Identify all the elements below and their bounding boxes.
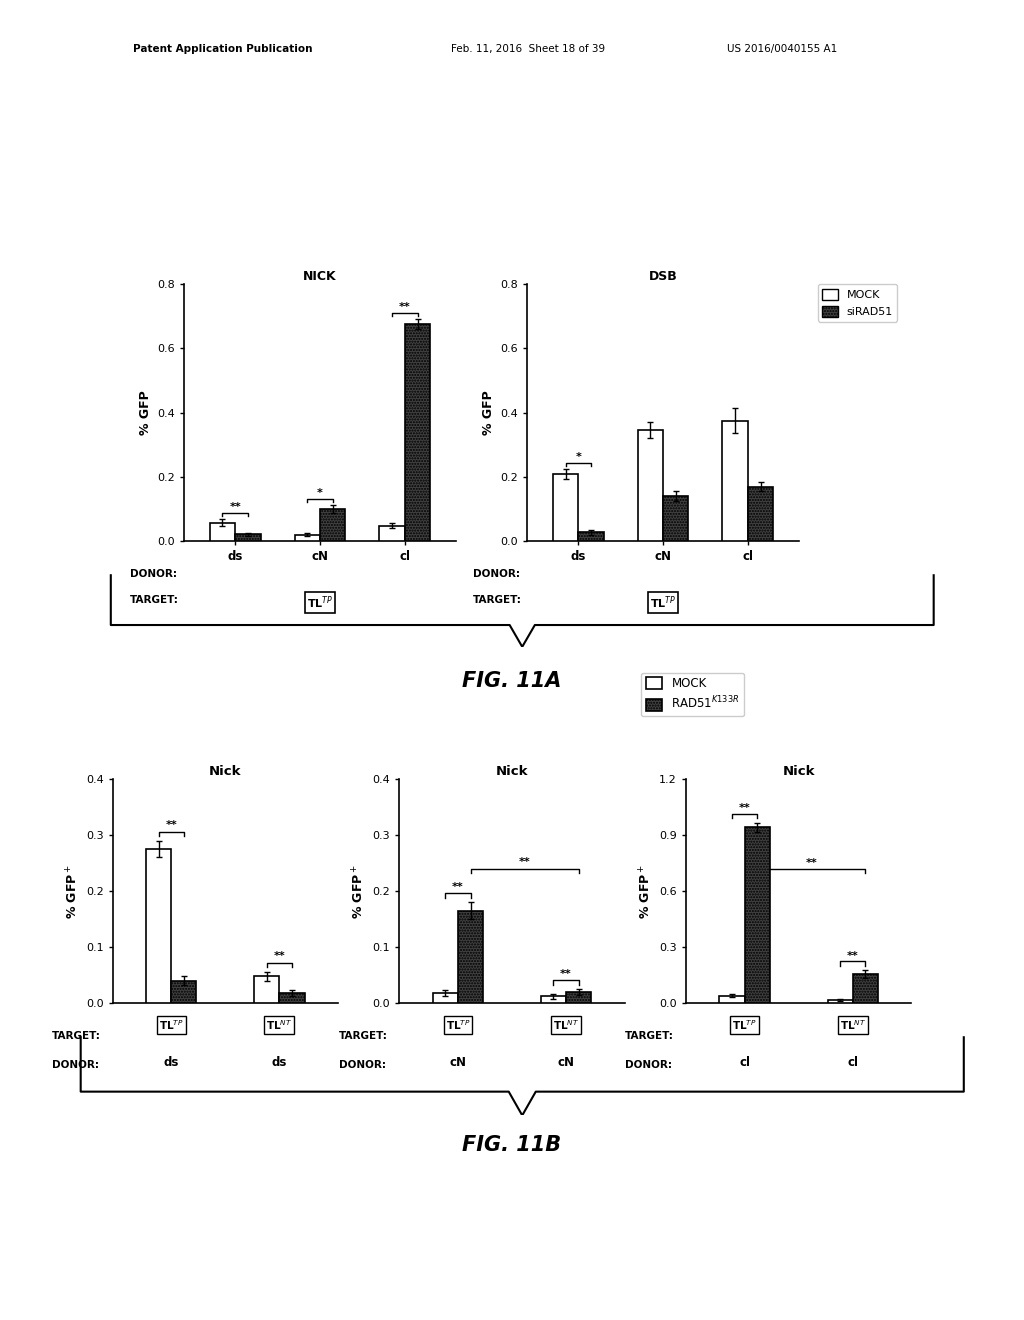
Bar [541, 997, 566, 1003]
Text: cN: cN [450, 1056, 467, 1069]
Text: cl: cl [847, 1056, 858, 1069]
Bar [827, 1001, 853, 1003]
Text: **: ** [452, 882, 464, 891]
Text: **: ** [273, 952, 286, 961]
Text: **: ** [165, 820, 177, 830]
Title: NICK: NICK [303, 269, 337, 282]
Bar [295, 535, 319, 541]
Text: cl: cl [739, 1056, 751, 1069]
Text: TL$^{TP}$: TL$^{TP}$ [307, 595, 333, 611]
Y-axis label: % GFP$^+$: % GFP$^+$ [638, 863, 653, 919]
Legend: MOCK, siRAD51: MOCK, siRAD51 [818, 284, 897, 322]
Bar [280, 993, 304, 1003]
Text: TL$^{TP}$: TL$^{TP}$ [650, 595, 676, 611]
Text: TL$^{NT}$: TL$^{NT}$ [553, 1018, 580, 1032]
Bar [744, 828, 770, 1003]
Text: TL$^{TP}$: TL$^{TP}$ [159, 1018, 183, 1032]
Bar [254, 977, 280, 1003]
Text: TARGET:: TARGET: [52, 1031, 100, 1041]
Bar [748, 487, 773, 541]
Y-axis label: % GFP$^+$: % GFP$^+$ [65, 863, 80, 919]
Title: Nick: Nick [209, 764, 242, 777]
Text: TL$^{TP}$: TL$^{TP}$ [732, 1018, 757, 1032]
Text: Patent Application Publication: Patent Application Publication [133, 44, 312, 54]
Text: US 2016/0040155 A1: US 2016/0040155 A1 [727, 44, 838, 54]
Text: FIG. 11A: FIG. 11A [462, 671, 562, 690]
Bar [433, 993, 458, 1003]
Bar [379, 525, 404, 541]
Text: TARGET:: TARGET: [339, 1031, 387, 1041]
Text: TARGET:: TARGET: [473, 595, 522, 605]
Text: DONOR:: DONOR: [339, 1060, 385, 1071]
Bar [553, 474, 579, 541]
Bar [458, 911, 483, 1003]
Bar [853, 974, 878, 1003]
Bar [236, 535, 261, 541]
Text: DONOR:: DONOR: [52, 1060, 98, 1071]
Text: **: ** [738, 803, 751, 813]
Bar [720, 995, 744, 1003]
Text: *: * [317, 488, 323, 498]
Title: DSB: DSB [648, 269, 678, 282]
Text: TARGET:: TARGET: [626, 1031, 674, 1041]
Bar [722, 421, 748, 541]
Bar [579, 532, 604, 541]
Text: TL$^{TP}$: TL$^{TP}$ [445, 1018, 470, 1032]
Text: Feb. 11, 2016  Sheet 18 of 39: Feb. 11, 2016 Sheet 18 of 39 [451, 44, 605, 54]
Text: ds: ds [271, 1056, 287, 1069]
Text: **: ** [560, 969, 572, 978]
Text: FIG. 11B: FIG. 11B [463, 1135, 561, 1155]
Bar [638, 430, 664, 541]
Bar [664, 496, 688, 541]
Text: DONOR:: DONOR: [130, 569, 177, 579]
Title: Nick: Nick [496, 764, 528, 777]
Text: **: ** [847, 950, 859, 961]
Text: TARGET:: TARGET: [130, 595, 179, 605]
Text: DONOR:: DONOR: [473, 569, 520, 579]
Bar [404, 323, 430, 541]
Text: **: ** [399, 302, 411, 312]
Y-axis label: % GFP: % GFP [139, 391, 152, 434]
Bar [210, 523, 236, 541]
Text: cN: cN [557, 1056, 574, 1069]
Y-axis label: % GFP$^+$: % GFP$^+$ [351, 863, 367, 919]
Text: *: * [575, 451, 582, 462]
Bar [319, 510, 345, 541]
Text: TL$^{NT}$: TL$^{NT}$ [840, 1018, 866, 1032]
Legend: MOCK, RAD51$^{K133R}$: MOCK, RAD51$^{K133R}$ [641, 672, 744, 717]
Text: DONOR:: DONOR: [626, 1060, 672, 1071]
Text: **: ** [519, 857, 530, 867]
Text: ds: ds [164, 1056, 179, 1069]
Text: TL$^{NT}$: TL$^{NT}$ [266, 1018, 293, 1032]
Text: **: ** [229, 502, 241, 512]
Bar [171, 981, 197, 1003]
Text: **: ** [806, 858, 817, 869]
Bar [146, 849, 171, 1003]
Bar [566, 993, 591, 1003]
Title: Nick: Nick [782, 764, 815, 777]
Y-axis label: % GFP: % GFP [482, 391, 495, 434]
